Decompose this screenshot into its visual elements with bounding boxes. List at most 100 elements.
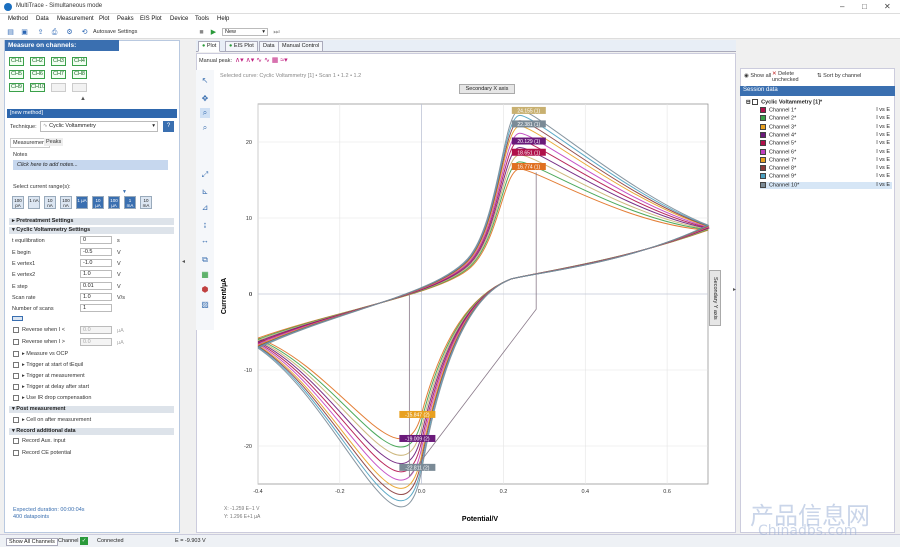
session-channel-row[interactable]: Channel 6* I vs E (760, 148, 892, 156)
technique-select[interactable]: ∿ Cyclic Voltammetry ▾ (40, 121, 158, 132)
channel-checkbox[interactable] (760, 131, 766, 138)
range-10ua[interactable]: 10 µA (92, 196, 104, 209)
zoom-icon[interactable]: ⌕ (200, 108, 210, 118)
channel-toggle-6[interactable]: CH6 (30, 70, 45, 79)
export-icon[interactable]: ⇪ (37, 29, 44, 36)
tab-manual-control[interactable]: Manual Control (278, 41, 324, 52)
channel-checkbox[interactable] (760, 115, 766, 122)
new-method-select[interactable]: New ▾ (222, 28, 268, 36)
excel-icon[interactable]: ▦ (201, 270, 209, 279)
channel-checkbox[interactable] (760, 148, 766, 155)
scan-rate-input[interactable]: 1.0 (80, 293, 112, 301)
channel-toggle-10[interactable]: CH10 (30, 83, 46, 92)
channel-checkbox[interactable] (760, 173, 766, 180)
channel-checkbox[interactable] (760, 156, 766, 163)
session-channel-row[interactable]: Channel 1* I vs E (760, 107, 892, 114)
option-checkbox[interactable] (13, 373, 19, 379)
zoom-out-icon[interactable]: ⌕ (202, 123, 208, 132)
show-all-button[interactable]: ◉ Show all (744, 73, 772, 79)
channel-toggle-3[interactable]: CH3 (51, 57, 66, 66)
channel-toggle-9[interactable]: CH9 (9, 83, 24, 92)
range-100pa[interactable]: 100 pA (12, 196, 24, 209)
play-icon[interactable]: ▶ (210, 29, 217, 36)
session-channel-row[interactable]: Channel 7* I vs E (760, 156, 892, 164)
record-aux-checkbox[interactable] (13, 438, 19, 444)
range-10na[interactable]: 10 nA (44, 196, 56, 209)
group-checkbox[interactable] (752, 99, 759, 105)
settings-icon[interactable]: ⚙ (66, 29, 73, 36)
option-checkbox[interactable] (13, 395, 19, 401)
number-of-scans-input[interactable]: 1 (80, 304, 112, 312)
channel-toggle-8[interactable]: CH8 (72, 70, 87, 79)
session-channel-row[interactable]: Channel 3* I vs E (760, 123, 892, 131)
pretreatment-section[interactable]: ▸ Pretreatment Settings (9, 218, 174, 225)
menu-plot[interactable]: Plot (99, 16, 110, 22)
channel-checkbox[interactable] (760, 140, 766, 147)
session-channel-row[interactable]: Channel 5* I vs E (760, 140, 892, 147)
session-channel-row[interactable]: Channel 9* I vs E (760, 173, 892, 180)
secondary-y-axis-button[interactable]: Secondary Y axis (709, 270, 721, 326)
channel-toggle-7[interactable]: CH7 (51, 70, 66, 79)
collapse-right-icon[interactable]: ▸ (733, 287, 737, 293)
range-1ma[interactable]: 1 mA (124, 196, 136, 209)
session-channel-row[interactable]: Channel 8* I vs E (760, 165, 892, 172)
peak-tool-icon[interactable]: ∧▾ ∧▾ ∿ ∿ ▦ ≈▾ (235, 57, 288, 64)
range-10ma[interactable]: 10 mA (140, 196, 152, 209)
menu-data[interactable]: Data (36, 16, 49, 22)
tab-eis-plot[interactable]: ● EIS Plot (225, 41, 258, 52)
e-vertex1-input[interactable]: -1.0 (80, 259, 112, 267)
tab-data[interactable]: Data (259, 41, 279, 52)
channel-toggle-1[interactable]: CH1 (9, 57, 24, 66)
option-checkbox[interactable] (13, 362, 19, 368)
post-measurement-section[interactable]: ▾ Post measurement (9, 406, 174, 413)
e-begin-input[interactable]: -0.5 (80, 248, 112, 256)
channel-toggle-4[interactable]: CH4 (72, 57, 87, 66)
menu-measurement[interactable]: Measurement (57, 16, 94, 22)
copy-icon[interactable]: ⧉ (202, 255, 208, 264)
collapse-left-icon[interactable]: ◂ (182, 259, 186, 265)
session-channel-row[interactable]: Channel 2* I vs E (760, 115, 892, 122)
channel-toggle-2[interactable]: CH2 (30, 57, 45, 66)
reverse-less-checkbox[interactable] (13, 327, 19, 333)
t-equilibration-input[interactable]: 0 (80, 236, 112, 244)
pan-icon[interactable]: ✥ (201, 94, 209, 103)
help-icon[interactable]: ? (163, 121, 174, 132)
tab-peaks[interactable]: Peaks (44, 138, 64, 146)
delete-unchecked-button[interactable]: ✕ Delete unchecked (772, 71, 799, 83)
menu-eis-plot[interactable]: EIS Plot (140, 16, 162, 22)
minimize-icon[interactable]: – (840, 2, 845, 11)
channel-checkbox[interactable] (760, 181, 766, 188)
option-checkbox[interactable] (13, 351, 19, 357)
baseline-icon[interactable]: ⊿ (201, 203, 209, 212)
save-icon[interactable]: ▣ (21, 29, 28, 36)
session-group[interactable]: ⊟ Cyclic Voltammetry [1]* (746, 99, 823, 106)
e-step-input[interactable]: 0.01 (80, 282, 112, 290)
channel-checkbox[interactable] (760, 123, 766, 130)
autosave-icon[interactable]: ⟲ (81, 29, 88, 36)
menu-help[interactable]: Help (217, 16, 230, 22)
maximize-icon[interactable]: □ (862, 2, 867, 11)
open-folder-icon[interactable]: ▤ (7, 29, 14, 36)
expand-more-icon[interactable] (12, 316, 23, 321)
print-plot-icon[interactable]: ⬢ (201, 285, 209, 294)
record-additional-section[interactable]: ▾ Record additional data (9, 428, 174, 435)
menu-tools[interactable]: Tools (195, 16, 210, 22)
skip-forward-icon[interactable]: ⏭ (273, 29, 280, 36)
channel-checkbox[interactable] (760, 165, 766, 172)
image-icon[interactable]: ▨ (201, 300, 209, 309)
close-icon[interactable]: ✕ (884, 2, 891, 11)
channel-toggle-5[interactable]: CH5 (9, 70, 24, 79)
fit-icon[interactable]: ⤢ (201, 170, 209, 179)
menu-device[interactable]: Device (170, 16, 189, 22)
stop-icon[interactable]: ■ (199, 29, 204, 36)
sort-by-channel-button[interactable]: ⇅ Sort by channel (817, 73, 862, 79)
show-all-channels-button[interactable]: Show All Channels (6, 538, 58, 546)
scale-icon[interactable]: ↨ (203, 220, 207, 229)
option-checkbox[interactable] (13, 384, 19, 390)
session-channel-row[interactable]: Channel 10* I vs E (760, 181, 892, 189)
range-1na[interactable]: 1 nA (28, 196, 40, 209)
reverse-less-input[interactable]: 0.0 (80, 326, 112, 334)
reverse-greater-input[interactable]: 0.0 (80, 338, 112, 346)
menu-peaks[interactable]: Peaks (117, 16, 134, 22)
